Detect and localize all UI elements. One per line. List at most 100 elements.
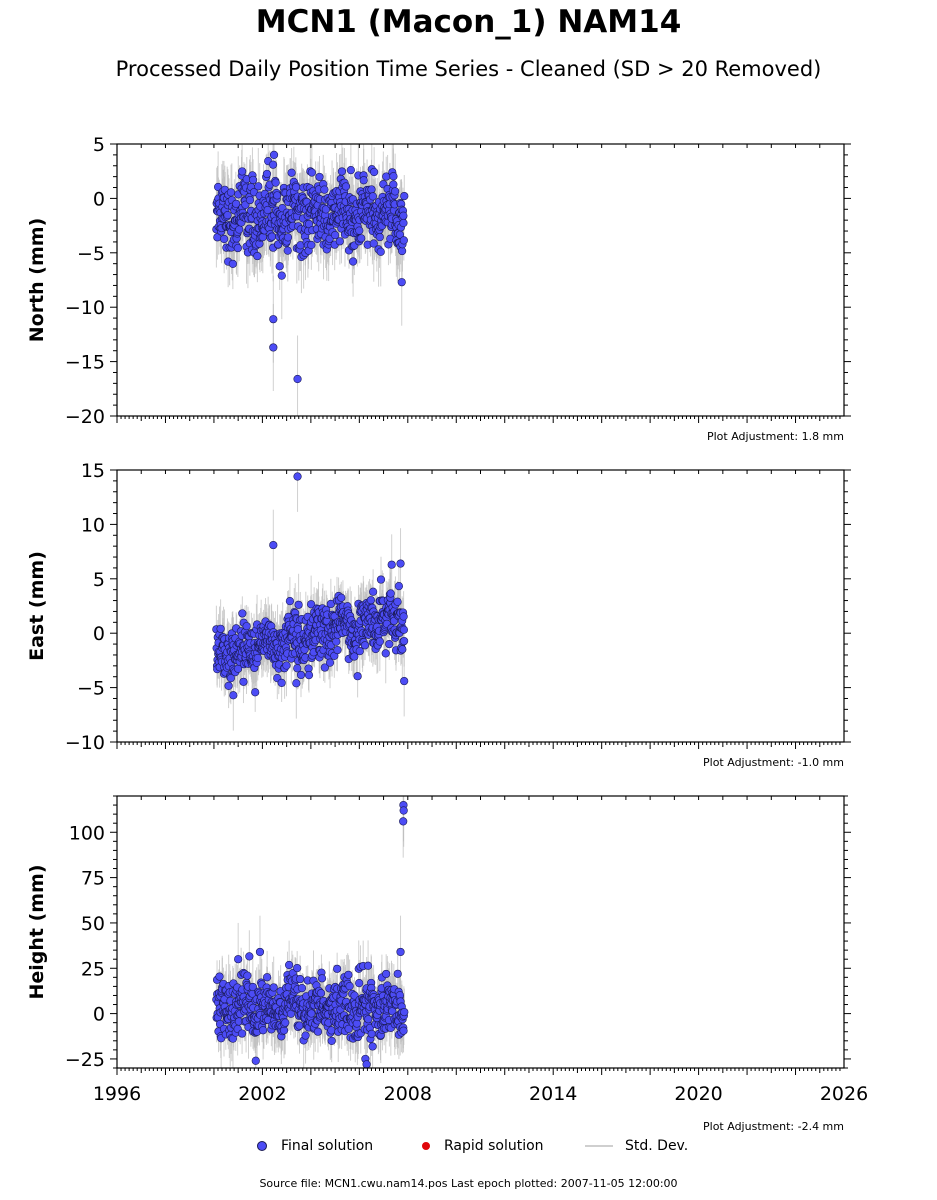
legend-final: Final solution [257,1138,373,1154]
final-solution-point [226,674,235,683]
final-solution-point [398,246,407,256]
final-solution-point [242,622,251,631]
final-solution-point [367,185,376,194]
final-solution-point [355,979,364,988]
plot-adjustment-note: Plot Adjustment: 1.8 mm [707,430,844,443]
final-solution-point [277,678,286,687]
final-solution-point [239,677,248,686]
final-solution-point [293,664,302,673]
final-solution-point [355,226,364,235]
final-solution-point [216,624,225,633]
final-solution-point [320,185,329,194]
final-solution-point [238,167,247,176]
final-solution-marker [257,1141,267,1151]
final-solution-point [304,671,314,680]
final-solution-point [368,192,377,201]
final-solution-point [237,1029,247,1038]
y-tick-label: −5 [77,243,105,265]
final-solution-point [271,178,280,187]
final-solution-point [234,955,243,964]
final-solution-point [226,188,236,197]
final-solution-point [269,315,278,324]
final-solution-point [346,166,355,175]
y-tick-label: −25 [65,1049,105,1071]
final-solution-point [399,806,408,815]
final-solution-point [387,560,396,569]
final-solution-point [293,472,302,481]
final-solution-point [399,211,408,220]
final-solution-point [389,180,398,189]
y-tick-label: 25 [81,958,105,980]
final-solution-point [327,1026,336,1035]
final-solution-point [307,168,316,177]
final-solution-point [366,596,375,605]
final-solution-point [344,1024,353,1033]
final-solution-point [397,278,406,287]
final-solution-point [295,1021,304,1030]
final-solution-point [285,597,295,606]
final-solution-point [400,191,409,201]
final-solution-point [301,1031,310,1040]
final-solution-point [296,670,306,680]
final-solution-point [235,225,244,234]
panel-frame [116,143,845,417]
y-tick-label: 0 [93,1004,105,1026]
final-solution-point [253,251,262,261]
final-solution-point [327,1036,336,1046]
final-solution-point [391,187,400,196]
final-solution-point [307,1009,316,1018]
y-tick-label: 5 [93,569,105,591]
final-solution-point [248,175,258,185]
plot-adjustment-note: Plot Adjustment: -1.0 mm [703,756,844,769]
panel-east: 15 10 5 0 −5 −10 East (mm) Plot Adjustment: -1.… [26,460,851,769]
final-solution-point [317,974,327,983]
final-solution-point [399,817,408,826]
final-solution-point [344,970,353,979]
final-solution-point [282,661,291,670]
panel-north: 5 0 −5 −10 −15 −20 North (mm) Plot Adjustment: … [26,134,851,443]
y-tick-label: 5 [93,134,105,156]
final-solution-point [254,182,263,191]
final-solution-point [263,205,272,215]
final-solution-point [283,246,292,255]
final-solution-point [325,658,335,667]
final-solution-point [269,983,278,992]
final-solution-point [345,982,354,991]
final-solution-point [293,374,302,384]
final-solution-point [363,961,373,970]
final-solution-point [263,973,272,982]
x-tick-label: 1996 [93,1083,141,1105]
chart-subtitle: Processed Daily Position Time Series - C… [115,57,822,81]
y-axis-label: East (mm) [26,551,48,661]
final-solution-point [337,593,346,602]
x-tick-label: 2002 [238,1083,286,1105]
final-solution-point [341,182,351,191]
final-solution-point [277,271,286,280]
legend-final-label: Final solution [281,1138,374,1154]
final-solution-point [262,169,272,179]
final-solution-point [245,952,254,961]
final-solution-point [320,663,329,672]
final-solution-point [307,240,316,250]
final-solution-point [333,645,342,655]
final-solution-point [248,982,257,992]
final-solution-point [287,168,296,177]
final-solution-point [258,233,267,242]
x-tick-label: 2014 [529,1083,577,1105]
y-tick-label: 50 [81,913,105,935]
final-solution-point [251,1056,260,1065]
final-solution-point [297,984,307,993]
final-solution-point [396,947,405,957]
final-solution-point [269,343,278,352]
final-solution-point [269,540,278,550]
final-solution-point [348,257,358,266]
final-solution-point [251,688,260,697]
x-tick-label: 2020 [674,1083,722,1105]
final-solution-point [393,597,402,606]
y-tick-label: 75 [81,868,105,890]
plot-adjustment-note: Plot Adjustment: -2.4 mm [703,1120,844,1133]
final-solution-point [285,960,294,970]
final-solution-point [399,218,408,228]
final-solution-point [269,150,279,159]
